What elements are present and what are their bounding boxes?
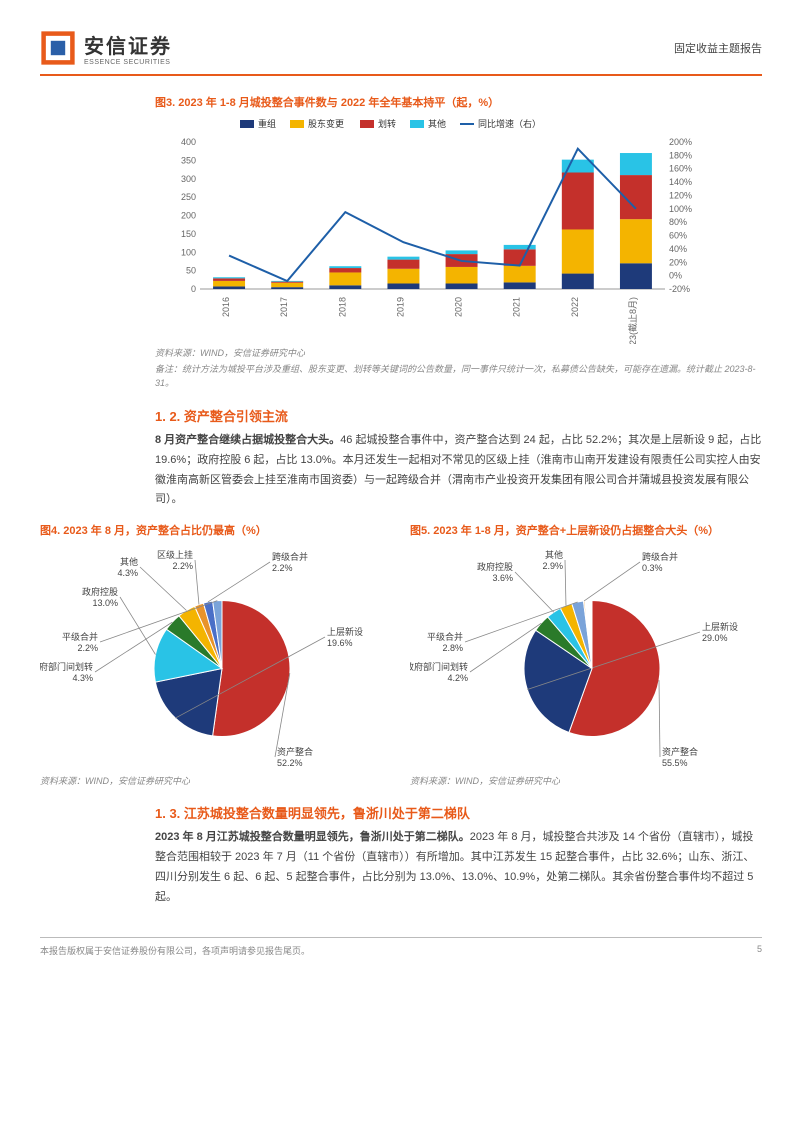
- svg-text:150: 150: [181, 229, 196, 239]
- svg-text:政府部门间划转: 政府部门间划转: [40, 661, 93, 672]
- chart4-title: 图4. 2023 年 8 月，资产整合占比仍最高（%）: [40, 522, 392, 538]
- svg-text:100: 100: [181, 247, 196, 257]
- svg-text:13.0%: 13.0%: [92, 598, 118, 608]
- svg-text:2018: 2018: [337, 297, 347, 317]
- svg-text:2023(截止8月): 2023(截止8月): [627, 297, 638, 344]
- svg-text:0%: 0%: [669, 271, 682, 281]
- chart3-source: 资料来源：WIND，安信证券研究中心: [155, 346, 762, 359]
- svg-text:跨级合并: 跨级合并: [272, 551, 308, 562]
- svg-text:4.2%: 4.2%: [447, 673, 468, 683]
- svg-text:-20%: -20%: [669, 284, 690, 294]
- footer-copyright: 本报告版权属于安信证券股份有限公司，各项声明请参见报告尾页。: [40, 944, 310, 957]
- chart4: 资产整合52.2%上层新设19.6%政府控股13.0%政府部门间划转4.3%其他…: [40, 542, 392, 772]
- svg-text:上层新设: 上层新设: [327, 626, 363, 637]
- doc-kind: 固定收益主题报告: [674, 40, 762, 56]
- svg-text:50: 50: [186, 266, 196, 276]
- svg-text:其他: 其他: [428, 118, 446, 129]
- svg-text:80%: 80%: [669, 217, 687, 227]
- svg-text:2.2%: 2.2%: [77, 643, 98, 653]
- svg-text:0: 0: [191, 284, 196, 294]
- svg-text:200%: 200%: [669, 137, 692, 147]
- svg-text:2.9%: 2.9%: [542, 561, 563, 571]
- logo-text-en: ESSENCE SECURITIES: [84, 59, 172, 66]
- svg-text:2021: 2021: [512, 297, 522, 317]
- svg-text:区级上挂: 区级上挂: [157, 549, 193, 560]
- svg-text:4.3%: 4.3%: [117, 568, 138, 578]
- chart3-title: 图3. 2023 年 1-8 月城投整合事件数与 2022 年全年基本持平（起，…: [155, 94, 762, 110]
- chart5: 资产整合55.5%上层新设29.0%政府部门间划转4.2%政府控股3.6%其他2…: [410, 542, 762, 772]
- svg-text:40%: 40%: [669, 244, 687, 254]
- svg-text:2017: 2017: [279, 297, 289, 317]
- svg-text:资产整合: 资产整合: [662, 746, 698, 757]
- svg-text:2019: 2019: [395, 297, 405, 317]
- svg-text:划转: 划转: [378, 118, 396, 129]
- svg-text:政府控股: 政府控股: [477, 561, 513, 572]
- svg-text:350: 350: [181, 155, 196, 165]
- svg-text:20%: 20%: [669, 257, 687, 267]
- chart5-source: 资料来源：WIND，安信证券研究中心: [410, 774, 762, 787]
- logo-text-cn: 安信证券: [84, 30, 172, 59]
- svg-text:平级合并: 平级合并: [427, 631, 463, 642]
- svg-text:180%: 180%: [669, 150, 692, 160]
- svg-text:140%: 140%: [669, 177, 692, 187]
- svg-text:29.0%: 29.0%: [702, 633, 728, 643]
- svg-text:政府部门间划转: 政府部门间划转: [410, 661, 468, 672]
- svg-text:60%: 60%: [669, 231, 687, 241]
- svg-text:4.3%: 4.3%: [72, 673, 93, 683]
- svg-text:股东变更: 股东变更: [308, 118, 344, 129]
- logo: 安信证券 ESSENCE SECURITIES: [40, 30, 172, 66]
- svg-text:2.2%: 2.2%: [172, 561, 193, 571]
- svg-text:250: 250: [181, 192, 196, 202]
- sec12-heading: 1. 2. 资产整合引领主流: [155, 406, 762, 425]
- svg-text:200: 200: [181, 211, 196, 221]
- svg-text:160%: 160%: [669, 164, 692, 174]
- page-header: 安信证券 ESSENCE SECURITIES 固定收益主题报告: [40, 30, 762, 76]
- svg-text:其他: 其他: [545, 549, 563, 560]
- svg-text:资产整合: 资产整合: [277, 746, 313, 757]
- sec13-heading: 1. 3. 江苏城投整合数量明显领先，鲁浙川处于第二梯队: [155, 803, 762, 822]
- svg-text:52.2%: 52.2%: [277, 758, 303, 768]
- sec13-bold: 2023 年 8 月江苏城投整合数量明显领先，鲁浙川处于第二梯队。: [155, 831, 470, 843]
- svg-text:2.8%: 2.8%: [442, 643, 463, 653]
- logo-icon: [40, 30, 76, 66]
- svg-text:上层新设: 上层新设: [702, 621, 738, 632]
- svg-text:跨级合并: 跨级合并: [642, 551, 678, 562]
- svg-text:0.3%: 0.3%: [642, 563, 663, 573]
- footer: 本报告版权属于安信证券股份有限公司，各项声明请参见报告尾页。 5: [40, 937, 762, 957]
- chart3: 重组 股东变更 划转 其他 同比增速（右） 0 50 100 150 200 250 300 350 40…: [155, 114, 762, 344]
- chart5-title: 图5. 2023 年 1-8 月，资产整合+上层新设仍占据整合大头（%）: [410, 522, 762, 538]
- sec12-body: 8 月资产整合继续占据城投整合大头。46 起城投整合事件中，资产整合达到 24 …: [155, 431, 762, 510]
- svg-text:2022: 2022: [570, 297, 580, 317]
- svg-text:300: 300: [181, 174, 196, 184]
- svg-text:同比增速（右）: 同比增速（右）: [478, 118, 541, 129]
- svg-text:平级合并: 平级合并: [62, 631, 98, 642]
- svg-text:重组: 重组: [258, 118, 276, 129]
- chart4-source: 资料来源：WIND，安信证券研究中心: [40, 774, 392, 787]
- svg-text:19.6%: 19.6%: [327, 638, 353, 648]
- svg-text:2020: 2020: [454, 297, 464, 317]
- svg-text:其他: 其他: [120, 556, 138, 567]
- svg-text:120%: 120%: [669, 190, 692, 200]
- svg-text:100%: 100%: [669, 204, 692, 214]
- chart3-note: 备注：统计方法为城投平台涉及重组、股东变更、划转等关键词的公告数量，同一事件只统…: [155, 363, 762, 390]
- svg-text:400: 400: [181, 137, 196, 147]
- svg-text:2.2%: 2.2%: [272, 563, 293, 573]
- sec13-body: 2023 年 8 月江苏城投整合数量明显领先，鲁浙川处于第二梯队。2023 年 …: [155, 828, 762, 907]
- svg-text:2016: 2016: [221, 297, 231, 317]
- svg-text:55.5%: 55.5%: [662, 758, 688, 768]
- svg-text:3.6%: 3.6%: [492, 573, 513, 583]
- sec12-bold: 8 月资产整合继续占据城投整合大头。: [155, 434, 340, 446]
- page-number: 5: [757, 944, 762, 957]
- svg-text:政府控股: 政府控股: [82, 586, 118, 597]
